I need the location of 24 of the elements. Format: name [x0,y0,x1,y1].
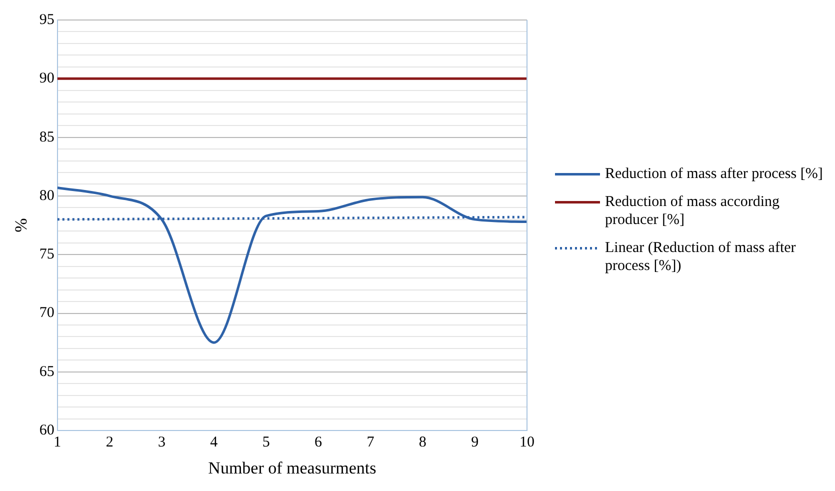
x-tick-label: 10 [520,434,534,451]
x-axis-title: Number of measurments [208,458,376,478]
x-tick-label: 4 [210,434,218,451]
y-tick-label: 75 [39,246,54,263]
x-tick-label: 5 [262,434,270,451]
x-tick-label: 9 [471,434,479,451]
y-tick-label: 65 [39,364,54,380]
legend-label: Reduction of mass after process [%] [605,166,823,182]
x-tick-label: 8 [418,434,426,451]
y-axis-title: % [12,218,31,232]
y-tick-label: 90 [39,70,54,87]
line-series [57,186,527,344]
y-tick-label: 85 [39,129,54,146]
x-tick-label: 1 [54,434,62,451]
x-tick-label: 2 [106,434,114,451]
y-tick-label: 70 [39,305,54,322]
x-tick-label: 7 [366,434,375,451]
x-tick-label: 3 [158,434,166,451]
y-tick-label: 60 [39,422,54,439]
y-tick-label: 95 [39,12,54,28]
y-tick-label: 80 [39,188,54,204]
legend-label: Linear (Reduction of mass after process [%]) [605,240,796,274]
legend-label: Reduction of mass according producer [%] [605,194,780,228]
x-tick-label: 6 [314,434,323,451]
